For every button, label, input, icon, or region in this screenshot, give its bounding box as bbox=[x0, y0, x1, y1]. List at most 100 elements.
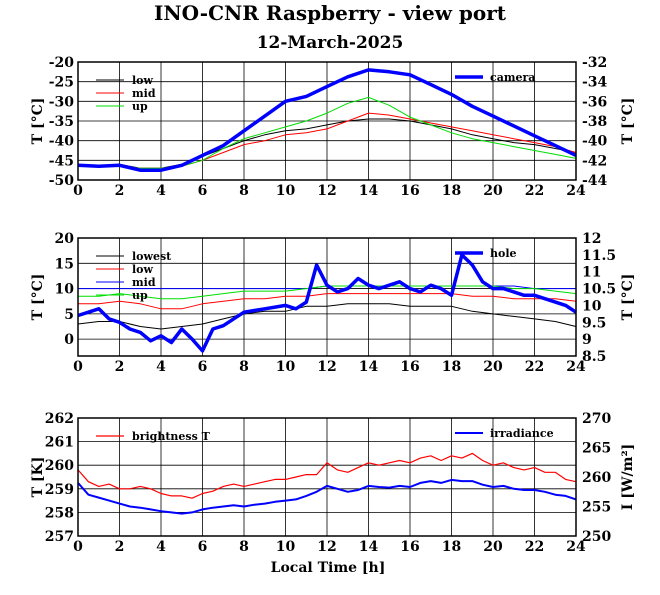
x-tick-label: 0 bbox=[73, 539, 83, 555]
plot-frame bbox=[77, 237, 577, 357]
x-tick-label: 18 bbox=[442, 539, 461, 555]
series-hole-line bbox=[77, 253, 577, 353]
x-tick-label: 14 bbox=[359, 539, 379, 555]
x-tick-label: 24 bbox=[566, 359, 586, 375]
x-tick-label: 24 bbox=[566, 539, 586, 555]
y2-tick-label: 9.5 bbox=[582, 315, 606, 331]
y-tick-label: -35 bbox=[49, 114, 74, 130]
y2-axis-label: T [°C] bbox=[620, 274, 636, 321]
panel-2: 0 2 4 6 8 10 12 14 16 18 20 22 24201510501211.51110.… bbox=[30, 231, 636, 375]
y2-tick-label: 9 bbox=[582, 332, 592, 348]
legend-label: low bbox=[132, 263, 154, 276]
y2-tick-label: 270 bbox=[582, 411, 611, 427]
x-tick-label: 2 bbox=[115, 359, 125, 375]
x-tick-label: 20 bbox=[483, 359, 503, 375]
y-tick-label: 259 bbox=[45, 482, 74, 498]
legend-label: lowest bbox=[132, 250, 172, 263]
legend-label: low bbox=[132, 74, 154, 87]
y-tick-label: 258 bbox=[45, 505, 74, 521]
x-tick-label: 20 bbox=[483, 183, 503, 199]
y-tick-label: -20 bbox=[49, 55, 75, 71]
y-axis-label: T [°C] bbox=[30, 274, 46, 321]
chart-title: INO-CNR Raspberry - view port bbox=[154, 1, 507, 25]
x-tick-label: 16 bbox=[400, 359, 419, 375]
y-tick-label: -30 bbox=[49, 94, 75, 110]
plot-frame bbox=[77, 61, 577, 181]
y2-axis-label: T [°C] bbox=[620, 98, 636, 145]
x-tick-label: 18 bbox=[442, 183, 461, 199]
y-tick-label: -40 bbox=[49, 134, 75, 150]
y-tick-label: -25 bbox=[49, 75, 74, 91]
plot-frame bbox=[77, 417, 577, 537]
x-tick-label: 8 bbox=[239, 183, 249, 199]
x-tick-label: 14 bbox=[359, 359, 379, 375]
x-tick-label: 22 bbox=[525, 359, 544, 375]
x-tick-label: 10 bbox=[276, 539, 296, 555]
y2-tick-label: 255 bbox=[582, 500, 611, 516]
legend-label: irradiance bbox=[490, 427, 554, 440]
x-tick-label: 22 bbox=[525, 539, 544, 555]
y-tick-label: -45 bbox=[49, 153, 74, 169]
y-tick-label: 260 bbox=[45, 458, 74, 474]
y-tick-label: 20 bbox=[55, 231, 75, 247]
x-tick-label: 22 bbox=[525, 183, 544, 199]
x-tick-label: 6 bbox=[198, 359, 208, 375]
panel-1: 0 2 4 6 8 10 12 14 16 18 20 22 24-20-25-30-35-40-45-… bbox=[30, 55, 636, 199]
chart-subtitle: 12-March-2025 bbox=[257, 33, 404, 53]
series-up-line bbox=[78, 96, 577, 169]
series-irradiance-line bbox=[77, 478, 577, 515]
y2-tick-label: -38 bbox=[582, 114, 607, 130]
x-tick-label: 2 bbox=[115, 539, 125, 555]
y-tick-label: 262 bbox=[45, 411, 74, 427]
x-tick-label: 18 bbox=[442, 359, 461, 375]
y-axis-label: T [°C] bbox=[30, 98, 46, 145]
y2-tick-label: 12 bbox=[582, 231, 601, 247]
y2-tick-label: -34 bbox=[582, 75, 608, 91]
y-tick-label: 5 bbox=[64, 307, 74, 323]
y2-tick-label: -32 bbox=[582, 55, 607, 71]
y2-axis-label: I [W/m²] bbox=[620, 444, 636, 510]
x-tick-label: 20 bbox=[483, 539, 503, 555]
y-tick-label: 15 bbox=[55, 256, 74, 272]
legend-label: camera bbox=[490, 71, 535, 84]
x-tick-label: 8 bbox=[239, 539, 249, 555]
y-tick-label: 0 bbox=[64, 332, 74, 348]
y2-tick-label: 260 bbox=[582, 470, 611, 486]
x-axis-label: Local Time [h] bbox=[271, 560, 386, 576]
y-tick-label: -50 bbox=[49, 173, 75, 189]
y2-tick-label: 8.5 bbox=[582, 349, 606, 365]
x-tick-label: 4 bbox=[156, 539, 166, 555]
y2-tick-label: 11.5 bbox=[582, 248, 616, 264]
y-tick-label: 257 bbox=[45, 529, 74, 545]
legend-label: brightness T bbox=[132, 430, 211, 443]
x-tick-label: 4 bbox=[156, 359, 166, 375]
x-tick-label: 0 bbox=[73, 183, 83, 199]
legend-label: up bbox=[132, 100, 148, 113]
y2-tick-label: 250 bbox=[582, 529, 611, 545]
x-tick-label: 12 bbox=[317, 183, 336, 199]
series-brightness-T-line bbox=[77, 452, 577, 499]
x-tick-label: 0 bbox=[73, 359, 83, 375]
y2-tick-label: 11 bbox=[582, 265, 601, 281]
series-lowest-line bbox=[77, 303, 577, 330]
x-tick-label: 8 bbox=[239, 359, 249, 375]
x-tick-label: 4 bbox=[156, 183, 166, 199]
x-tick-label: 14 bbox=[359, 183, 379, 199]
x-tick-label: 16 bbox=[400, 183, 419, 199]
y-tick-label: 261 bbox=[45, 435, 74, 451]
x-tick-label: 16 bbox=[400, 539, 419, 555]
y2-tick-label: -36 bbox=[582, 94, 607, 110]
y2-tick-label: -44 bbox=[582, 173, 608, 189]
x-tick-label: 12 bbox=[317, 359, 336, 375]
series-camera-line bbox=[77, 68, 577, 172]
y2-tick-label: 265 bbox=[582, 441, 611, 457]
x-tick-label: 12 bbox=[317, 539, 336, 555]
legend-label: up bbox=[132, 289, 148, 302]
y2-tick-label: -42 bbox=[582, 153, 607, 169]
legend-label: hole bbox=[490, 247, 517, 260]
panel-3: 0 2 4 6 8 10 12 14 16 18 20 22 242622612602592582572… bbox=[30, 411, 636, 555]
legend-label: mid bbox=[132, 276, 156, 289]
x-tick-label: 6 bbox=[198, 183, 208, 199]
y-axis-label: T [K] bbox=[30, 457, 46, 498]
